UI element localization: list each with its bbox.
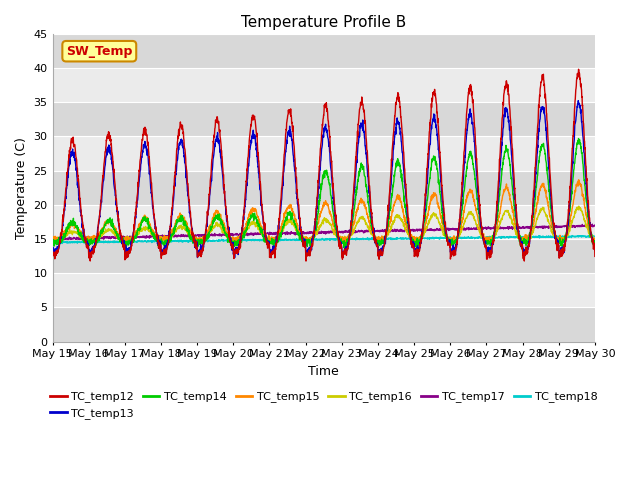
Bar [52, 102, 595, 136]
Bar [52, 171, 595, 205]
Y-axis label: Temperature (C): Temperature (C) [15, 137, 28, 239]
Bar [52, 34, 595, 68]
Legend: TC_temp12, TC_temp13, TC_temp14, TC_temp15, TC_temp16, TC_temp17, TC_temp18: TC_temp12, TC_temp13, TC_temp14, TC_temp… [45, 387, 602, 423]
Title: Temperature Profile B: Temperature Profile B [241, 15, 406, 30]
X-axis label: Time: Time [308, 365, 339, 378]
Text: SW_Temp: SW_Temp [66, 45, 132, 58]
Bar [52, 239, 595, 273]
Bar [52, 307, 595, 342]
